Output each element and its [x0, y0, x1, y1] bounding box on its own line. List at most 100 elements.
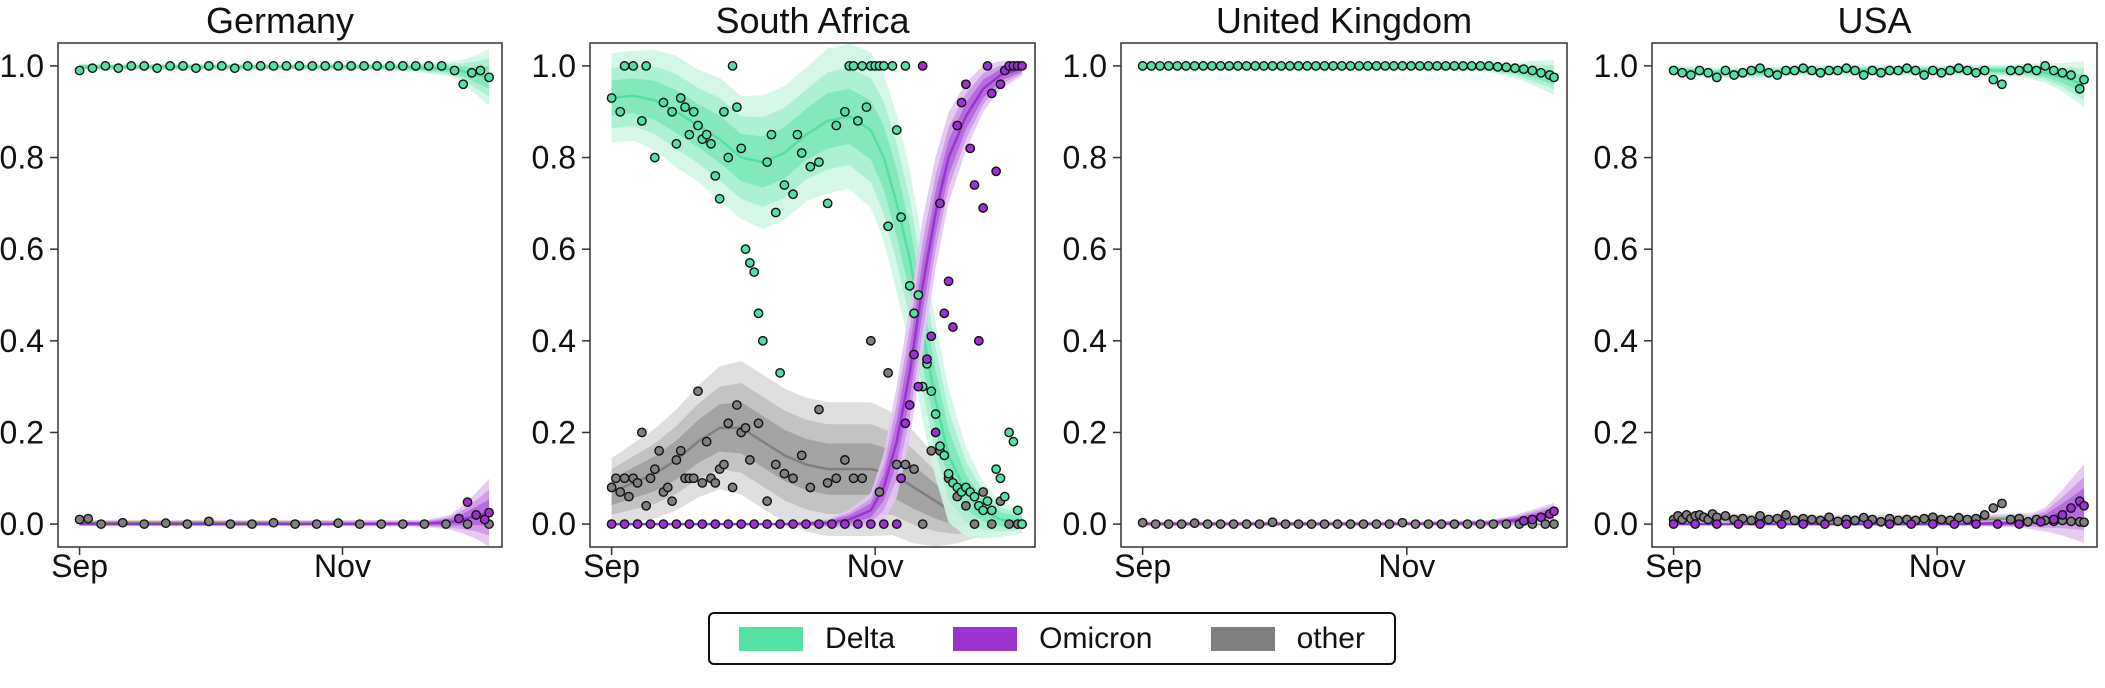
data-point-delta [757, 335, 768, 346]
data-point-omicron [904, 400, 915, 410]
data-point-other [1189, 518, 1200, 529]
data-point-delta [1380, 61, 1391, 71]
data-point-delta [2057, 67, 2068, 78]
data-point-delta [1475, 61, 1486, 71]
data-point-other [1410, 519, 1421, 529]
data-point-delta [770, 207, 781, 218]
data-point-omicron [956, 97, 967, 108]
data-point-delta [203, 61, 214, 71]
data-point-other [1004, 519, 1014, 529]
data-point-delta [1763, 67, 1774, 78]
data-point-delta [1902, 63, 1912, 74]
data-point-delta [636, 115, 647, 126]
y-tick-label: 1.0 [532, 48, 576, 84]
data-point-omicron [878, 519, 889, 529]
data-point-delta [1492, 61, 1503, 72]
data-point-omicron [658, 519, 669, 529]
data-point-delta [1962, 65, 1973, 76]
plot-frame [57, 42, 503, 548]
data-point-other [1962, 514, 1973, 525]
data-point-delta [152, 63, 163, 74]
data-point-delta [2005, 65, 2016, 76]
data-point-other [333, 518, 344, 529]
data-point-delta [1423, 61, 1434, 71]
data-point-other [840, 455, 850, 465]
y-tick-label: 0.8 [1594, 140, 1638, 176]
data-point-delta [1518, 64, 1529, 75]
plot-frame [1120, 42, 1568, 548]
data-point-delta [744, 258, 755, 268]
data-point-other [874, 487, 885, 497]
data-point-other [1137, 517, 1148, 528]
y-tick-label: 0.2 [532, 414, 576, 450]
data-point-delta [1276, 61, 1287, 71]
data-point-other [96, 519, 107, 529]
data-point-delta [896, 212, 906, 223]
data-point-omicron [697, 519, 708, 529]
data-point-delta [731, 102, 742, 113]
data-point-delta [999, 491, 1010, 502]
data-point-delta [2048, 65, 2059, 76]
data-point-other [1832, 516, 1843, 527]
data-point-omicron [995, 79, 1006, 90]
y-tick-label: 0.0 [532, 506, 576, 542]
data-point-delta [667, 106, 677, 117]
data-point-other [1824, 512, 1835, 523]
data-point-other [441, 519, 451, 529]
data-point-delta [1198, 61, 1209, 71]
data-point-delta [1815, 67, 1826, 78]
data-point-delta [840, 106, 850, 117]
data-point-omicron [2035, 516, 2046, 527]
data-point-delta [1927, 65, 1938, 76]
data-point-delta [255, 61, 266, 71]
data-point-omicron [749, 519, 760, 529]
data-point-other [744, 455, 755, 465]
y-tick-label: 0.0 [1594, 506, 1638, 542]
data-point-other [117, 517, 128, 528]
data-point-delta [1406, 61, 1417, 71]
data-point-other [311, 519, 322, 529]
y-tick-label: 0.4 [1063, 323, 1107, 359]
data-point-omicron [2066, 503, 2076, 513]
data-point-delta [1258, 61, 1269, 71]
data-point-omicron [917, 61, 928, 71]
band-omicron-0 [1673, 464, 2085, 543]
data-point-other [1979, 510, 1990, 520]
data-point-other [462, 519, 473, 529]
data-point-delta [1293, 61, 1304, 71]
data-point-omicron [1992, 519, 2003, 529]
data-point-delta [1781, 65, 1791, 76]
data-point-delta [229, 63, 240, 74]
data-point-delta [1397, 61, 1408, 71]
data-point-other [1462, 519, 1473, 529]
data-point-delta [749, 267, 760, 277]
data-point-other [1720, 510, 1731, 521]
data-point-other [865, 335, 876, 346]
data-point-delta [1302, 61, 1313, 71]
data-point-delta [619, 61, 630, 71]
fit-line-delta [611, 94, 1023, 524]
data-point-other [1893, 515, 1904, 526]
data-point-other [2079, 517, 2089, 528]
data-point-omicron [827, 519, 837, 529]
plot-area [606, 43, 1027, 547]
data-point-delta [216, 61, 227, 71]
data-point-delta [1328, 61, 1339, 71]
data-point-delta [320, 61, 331, 71]
data-point-other [1332, 519, 1343, 529]
plot-area [74, 48, 494, 547]
data-point-other [1746, 515, 1757, 526]
data-point-omicron [1841, 519, 1852, 529]
data-point-other [139, 519, 150, 529]
data-point-delta [87, 63, 98, 74]
data-point-omicron [762, 519, 773, 529]
data-point-omicron [462, 497, 473, 507]
data-point-delta [796, 148, 807, 158]
data-point-delta [900, 61, 911, 71]
data-point-other [225, 519, 236, 529]
data-point-other [645, 473, 656, 484]
data-point-delta [710, 170, 721, 181]
data-point-delta [2031, 65, 2042, 76]
data-point-delta [675, 93, 686, 103]
